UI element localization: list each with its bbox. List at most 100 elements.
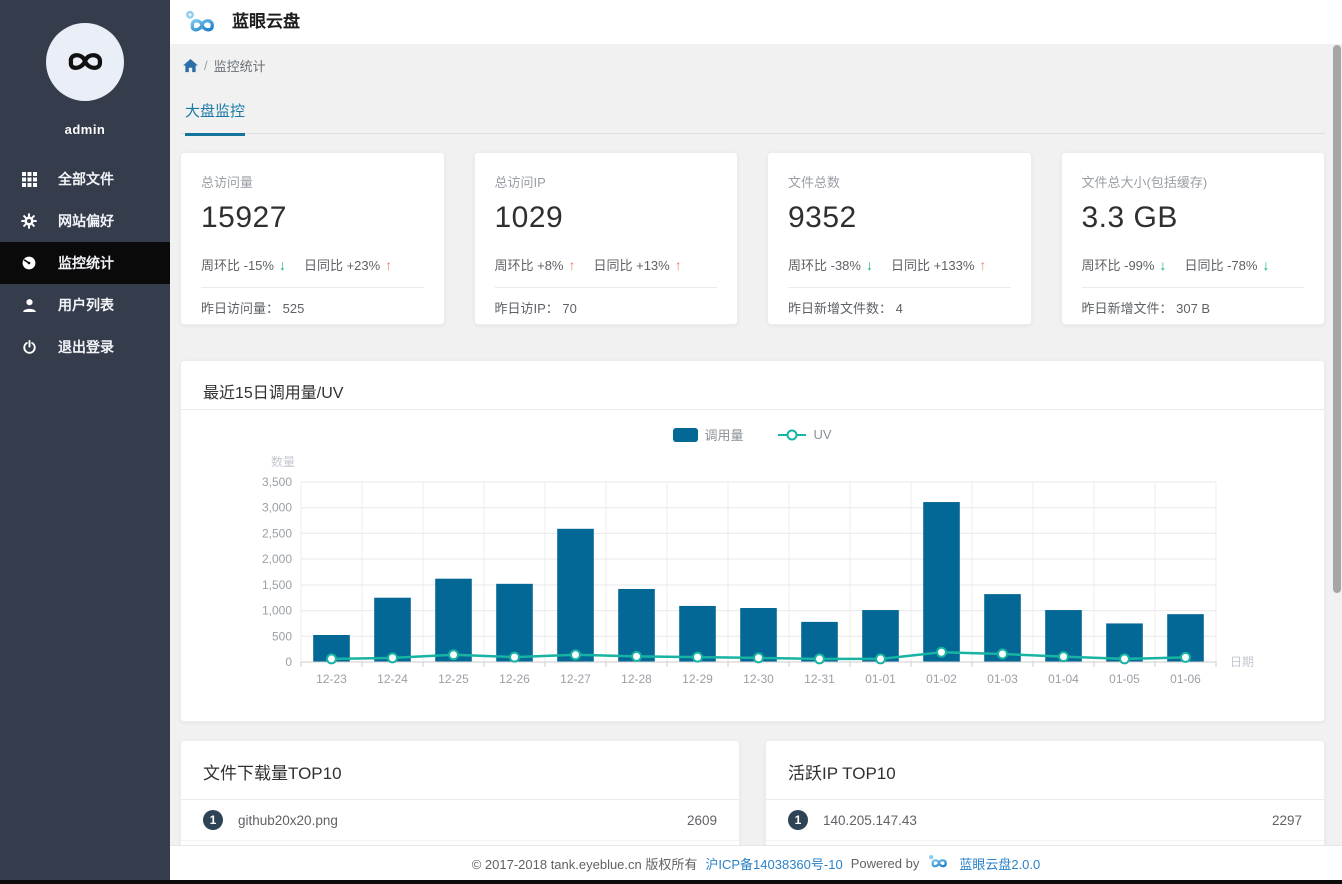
legend-item-bar[interactable]: 调用量 xyxy=(673,425,743,444)
legend-line-marker-icon xyxy=(778,429,807,440)
svg-text:1,000: 1,000 xyxy=(262,604,292,618)
legend-item-line[interactable]: UV xyxy=(777,427,832,442)
arrow-up-icon: ↑ xyxy=(385,256,393,273)
svg-text:01-06: 01-06 xyxy=(1170,672,1201,686)
list-item: 1 github20x20.png 2609 xyxy=(181,800,739,841)
grid-icon xyxy=(21,171,37,187)
icp-link[interactable]: 沪ICP备14038360号-10 xyxy=(705,856,843,872)
svg-text:01-04: 01-04 xyxy=(1048,672,1079,686)
list-item-name: github20x20.png xyxy=(238,812,338,828)
svg-text:0: 0 xyxy=(285,655,292,669)
arrow-up-icon: ↑ xyxy=(674,256,682,273)
chart-legend: 调用量 UV xyxy=(181,425,1324,444)
svg-text:500: 500 xyxy=(272,629,292,643)
sidebar-menu: 全部文件网站偏好监控统计用户列表退出登录 xyxy=(0,158,170,368)
day-trend: 日同比 +23% ↑ xyxy=(303,256,393,274)
stat-value: 3.3 GB xyxy=(1081,201,1178,234)
arrow-down-icon: ↓ xyxy=(278,256,286,273)
sidebar-item-2[interactable]: 监控统计 xyxy=(0,242,170,284)
sidebar-item-label: 全部文件 xyxy=(58,171,114,187)
list-title: 活跃IP TOP10 xyxy=(766,741,1324,800)
stat-trends: 周环比 -99% ↓ 日同比 -78% ↓ xyxy=(1082,255,1305,274)
main-content: / 监控统计 大盘监控 总访问量 15927 周环比 -15% ↓ 日同比 +23% ↑ 昨… xyxy=(170,44,1342,884)
breadcrumb-separator: / xyxy=(204,58,208,73)
power-icon xyxy=(21,339,37,355)
username: admin xyxy=(64,122,106,137)
arrow-up-icon: ↑ xyxy=(568,256,576,273)
day-trend: 日同比 -78% ↓ xyxy=(1184,256,1270,274)
stat-value: 1029 xyxy=(494,201,564,234)
stat-label: 文件总数 xyxy=(788,175,841,190)
stat-card-1: 总访问IP 1029 周环比 +8% ↑ 日同比 +13% ↑ 昨日访IP： 70 xyxy=(473,152,738,325)
sidebar-item-label: 退出登录 xyxy=(58,339,114,355)
sidebar: admin 全部文件网站偏好监控统计用户列表退出登录 xyxy=(0,0,170,880)
rank-badge: 1 xyxy=(788,810,808,830)
svg-text:12-29: 12-29 xyxy=(682,672,713,686)
sidebar-item-label: 用户列表 xyxy=(58,297,114,313)
legend-swatch-bar xyxy=(673,427,699,442)
brand-logo[interactable] xyxy=(184,5,220,44)
sidebar-item-0[interactable]: 全部文件 xyxy=(0,158,170,200)
stat-footer: 昨日新增文件数： 4 xyxy=(788,301,903,316)
sidebar-item-1[interactable]: 网站偏好 xyxy=(0,200,170,242)
legend-label-line: UV xyxy=(813,427,832,442)
avatar[interactable] xyxy=(46,23,124,101)
rank-badge: 1 xyxy=(203,810,223,830)
stat-card-2: 文件总数 9352 周环比 -38% ↓ 日同比 +133% ↑ 昨日新增文件数： 4 xyxy=(767,152,1032,325)
svg-text:01-03: 01-03 xyxy=(987,672,1018,686)
brand-version-link[interactable]: 蓝眼云盘2.0.0 xyxy=(959,856,1041,872)
uv-call-volume-chart: 0 500 1,000 1,500 2,000 2,500 3,000 3,500 12-23 1… xyxy=(262,456,1254,686)
svg-text:01-02: 01-02 xyxy=(926,672,957,686)
svg-text:12-23: 12-23 xyxy=(316,672,347,686)
svg-text:01-01: 01-01 xyxy=(865,672,896,686)
breadcrumb-current: 监控统计 xyxy=(213,59,266,74)
stat-label: 总访问量 xyxy=(201,175,254,190)
app-title: 蓝眼云盘 xyxy=(232,12,300,31)
dashboard-icon xyxy=(21,255,37,271)
brand-infinity-logo-dark xyxy=(68,53,103,70)
sidebar-item-label: 网站偏好 xyxy=(58,213,114,229)
stat-label: 总访问IP xyxy=(494,175,546,190)
arrow-up-icon: ↑ xyxy=(979,256,987,273)
svg-text:数量: 数量 xyxy=(271,456,295,469)
gear-icon xyxy=(21,213,37,229)
svg-text:12-25: 12-25 xyxy=(438,672,469,686)
divider xyxy=(181,409,1324,410)
home-icon[interactable] xyxy=(183,58,198,73)
svg-text:1,500: 1,500 xyxy=(262,578,292,592)
vertical-scrollbar-thumb[interactable] xyxy=(1333,45,1341,593)
brand-infinity-logo-small xyxy=(929,854,948,868)
list-item-value: 2609 xyxy=(686,812,717,828)
arrow-down-icon: ↓ xyxy=(1262,256,1270,273)
chart-card: 最近15日调用量/UV 调用量 UV 0 500 1,000 1,500 2,000 2,5… xyxy=(180,360,1325,722)
user-icon xyxy=(21,297,37,313)
svg-text:12-24: 12-24 xyxy=(377,672,408,686)
stat-trends: 周环比 -15% ↓ 日同比 +23% ↑ xyxy=(201,255,424,274)
stat-trends: 周环比 -38% ↓ 日同比 +133% ↑ xyxy=(788,255,1011,274)
list-item: 1 140.205.147.43 2297 xyxy=(766,800,1324,841)
stat-value: 9352 xyxy=(788,201,857,234)
divider xyxy=(494,287,717,288)
arrow-down-icon: ↓ xyxy=(1159,256,1167,273)
sidebar-item-label: 监控统计 xyxy=(58,255,114,271)
copyright-text: © 2017-2018 tank.eyeblue.cn 版权所有 xyxy=(471,856,698,872)
list-item-name: 140.205.147.43 xyxy=(823,812,917,828)
svg-text:12-28: 12-28 xyxy=(621,672,652,686)
breadcrumb: / 监控统计 xyxy=(183,56,266,75)
stat-card-3: 文件总大小(包括缓存) 3.3 GB 周环比 -99% ↓ 日同比 -78% ↓ 昨日新增文… xyxy=(1060,152,1325,325)
sidebar-item-4[interactable]: 退出登录 xyxy=(0,326,170,368)
divider xyxy=(788,287,1011,288)
svg-text:12-30: 12-30 xyxy=(743,672,774,686)
week-trend: 周环比 -15% ↓ xyxy=(201,256,286,274)
week-trend: 周环比 -38% ↓ xyxy=(788,256,873,274)
list-item-value: 2297 xyxy=(1271,812,1302,828)
svg-text:3,000: 3,000 xyxy=(262,501,292,515)
tab-dashboard-monitor[interactable]: 大盘监控 xyxy=(185,100,246,136)
divider xyxy=(1081,287,1304,288)
day-trend: 日同比 +133% ↑ xyxy=(890,256,987,274)
app-header: 蓝眼云盘 xyxy=(170,0,1342,44)
page-footer: © 2017-2018 tank.eyeblue.cn 版权所有 沪ICP备14… xyxy=(170,845,1342,880)
sidebar-item-3[interactable]: 用户列表 xyxy=(0,284,170,326)
stat-footer: 昨日访IP： 70 xyxy=(494,301,577,316)
stat-label: 文件总大小(包括缓存) xyxy=(1081,175,1208,190)
